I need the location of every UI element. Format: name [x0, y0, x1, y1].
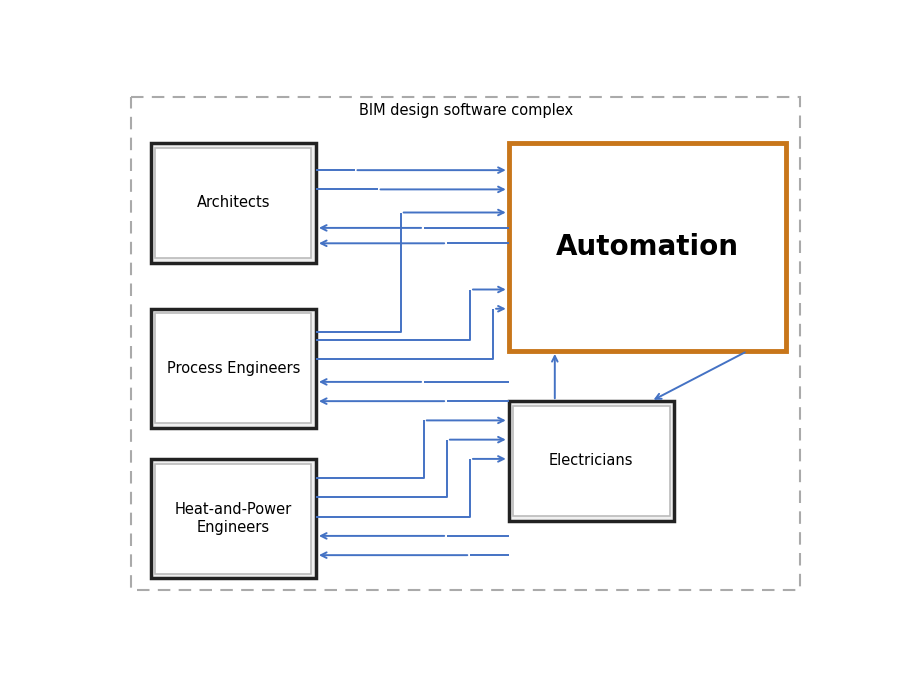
Text: Architects: Architects	[196, 195, 270, 210]
Bar	[514, 406, 670, 516]
Text: Process Engineers: Process Engineers	[166, 361, 300, 376]
Text: Electricians: Electricians	[549, 454, 634, 469]
Bar	[509, 143, 785, 351]
Bar	[155, 148, 312, 258]
Bar	[151, 143, 316, 262]
Bar	[509, 401, 674, 520]
Bar	[155, 464, 312, 574]
Text: BIM design software complex: BIM design software complex	[359, 103, 573, 118]
Text: Automation: Automation	[555, 233, 739, 261]
Bar	[151, 459, 316, 578]
Text: Heat-and-Power
Engineers: Heat-and-Power Engineers	[175, 503, 292, 534]
Bar	[151, 309, 316, 428]
Bar	[155, 313, 312, 424]
